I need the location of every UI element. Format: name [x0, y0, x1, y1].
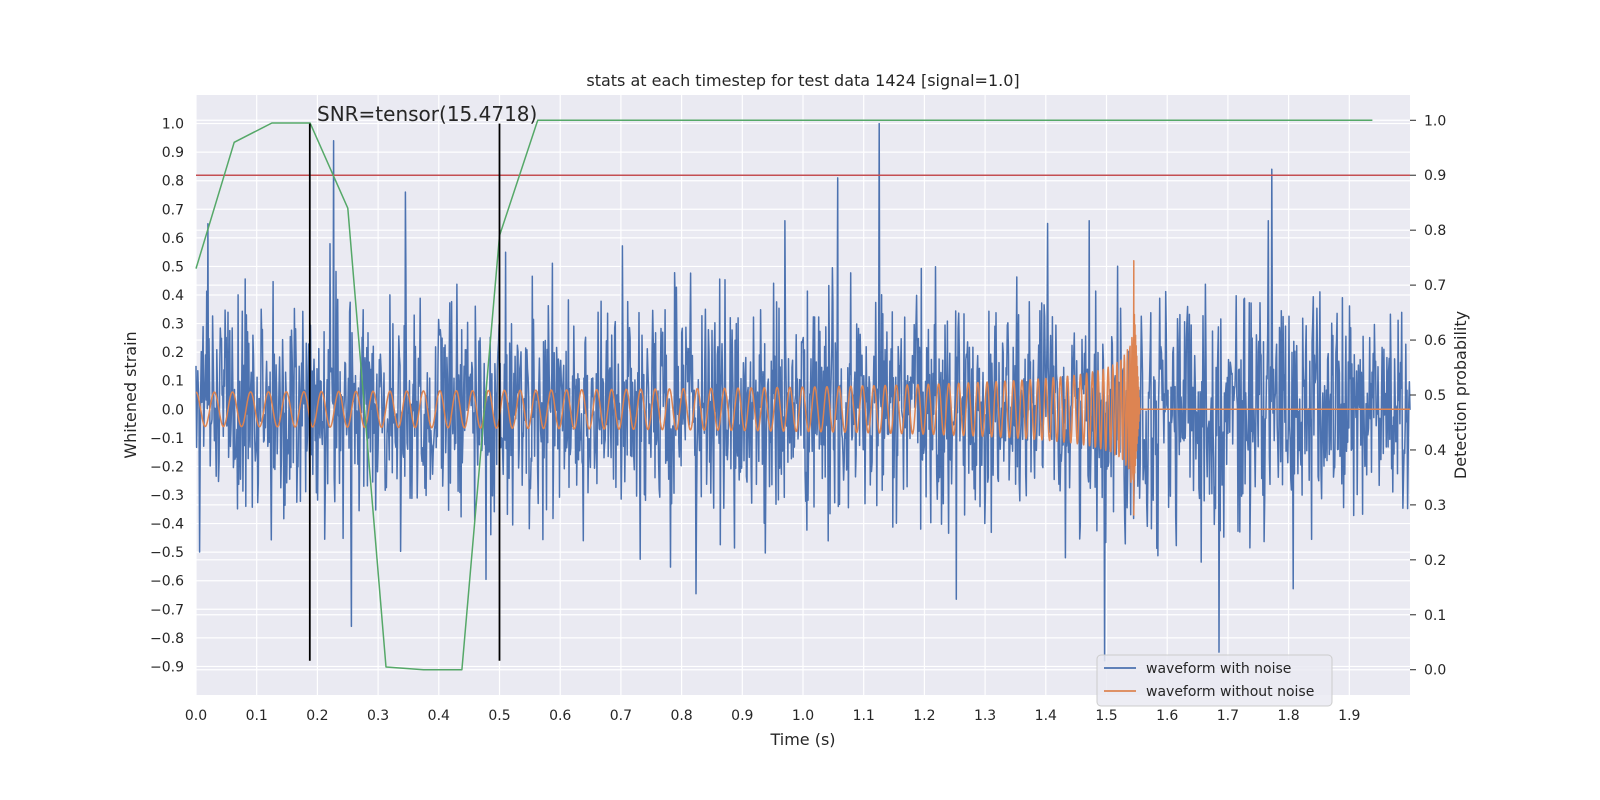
y-right-tick-label: 0.2 — [1424, 553, 1446, 569]
y-left-tick-label: 0.6 — [162, 231, 184, 247]
chart-title: stats at each timestep for test data 142… — [586, 71, 1019, 90]
x-tick-label: 1.5 — [1095, 708, 1117, 724]
y-left-tick-label: −0.1 — [150, 431, 184, 447]
x-tick-label: 1.4 — [1035, 708, 1057, 724]
x-tick-label: 0.4 — [428, 708, 450, 724]
y-left-tick-label: 0.5 — [162, 259, 184, 275]
y-right-tick-label: 0.6 — [1424, 333, 1446, 349]
y-left-axis-ticks: 1.0 0.9 0.8 0.7 0.6 0.5 0.4 0.3 0.2 0.1 0.0 −0.1 −0.… — [150, 117, 184, 676]
snr-annotation: SNR=tensor(15.4718) — [317, 102, 537, 126]
y-right-tick-label: 0.9 — [1424, 168, 1446, 184]
x-axis-label: Time (s) — [769, 730, 835, 749]
x-tick-label: 0.9 — [731, 708, 753, 724]
x-tick-label: 0.5 — [488, 708, 510, 724]
y-right-tick-label: 0.1 — [1424, 608, 1446, 624]
y-left-tick-label: 0.7 — [162, 202, 184, 218]
y-right-tick-label: 0.0 — [1424, 663, 1446, 679]
y-left-tick-label: −0.7 — [150, 602, 184, 618]
x-tick-label: 1.3 — [974, 708, 996, 724]
series-waveform-without-noise — [195, 259, 1411, 516]
y-left-tick-label: −0.9 — [150, 659, 184, 675]
y-right-tick-label: 0.7 — [1424, 278, 1446, 294]
y-left-tick-label: −0.5 — [150, 545, 184, 561]
x-tick-label: 0.7 — [610, 708, 632, 724]
y-left-tick-label: 0.3 — [162, 317, 184, 333]
x-tick-label: 0.3 — [367, 708, 389, 724]
y-left-tick-label: −0.8 — [150, 631, 184, 647]
y-right-tick-label: 0.3 — [1424, 498, 1446, 514]
y-right-axis-label: Detection probability — [1451, 311, 1470, 479]
y-left-tick-label: −0.6 — [150, 574, 184, 590]
y-left-tick-label: 0.2 — [162, 345, 184, 361]
y-left-tick-label: −0.2 — [150, 459, 184, 475]
grid-lines — [195, 95, 1410, 695]
x-tick-label: 0.6 — [549, 708, 571, 724]
legend: waveform with noise waveform without noi… — [1096, 654, 1333, 707]
y-left-axis-label: Whitened strain — [121, 331, 140, 458]
x-tick-label: 1.1 — [853, 708, 875, 724]
y-right-tick-label: 0.4 — [1424, 443, 1446, 459]
x-tick-label: 1.8 — [1277, 708, 1299, 724]
y-right-tick-label: 1.0 — [1424, 113, 1446, 129]
x-tick-label: 1.7 — [1217, 708, 1239, 724]
y-left-tick-label: 1.0 — [162, 117, 184, 133]
x-tick-label: 1.9 — [1338, 708, 1360, 724]
x-tick-label: 0.0 — [185, 708, 207, 724]
y-right-tick-label: 0.5 — [1424, 388, 1446, 404]
x-tick-label: 0.2 — [306, 708, 328, 724]
series-lines — [195, 119, 1411, 671]
y-left-tick-label: −0.3 — [150, 488, 184, 504]
series-detection-probability — [195, 119, 1373, 671]
x-tick-label: 0.8 — [670, 708, 692, 724]
x-tick-label: 1.6 — [1156, 708, 1178, 724]
y-left-tick-label: 0.9 — [162, 145, 184, 161]
legend-label-with-noise: waveform with noise — [1146, 661, 1291, 677]
x-tick-label: 1.0 — [792, 708, 814, 724]
series-waveform-with-noise — [195, 122, 1411, 662]
y-left-tick-label: 0.1 — [162, 374, 184, 390]
y-left-tick-label: 0.4 — [162, 288, 184, 304]
x-tick-label: 0.1 — [246, 708, 268, 724]
y-right-tick-label: 0.8 — [1424, 223, 1446, 239]
y-left-tick-label: 0.8 — [162, 174, 184, 190]
legend-box — [1096, 654, 1333, 707]
x-tick-label: 1.2 — [913, 708, 935, 724]
y-left-tick-label: 0.0 — [162, 402, 184, 418]
y-right-axis-ticks: 1.0 0.9 0.8 0.7 0.6 0.5 0.4 0.3 0.2 0.1 0.0 — [1410, 113, 1446, 679]
plot-area — [195, 95, 1411, 695]
legend-label-without-noise: waveform without noise — [1146, 684, 1314, 700]
y-left-tick-label: −0.4 — [150, 517, 184, 533]
x-axis-ticks: 0.0 0.1 0.2 0.3 0.4 0.5 0.6 0.7 0.8 0.9 1.0 1.1 1.2 1… — [185, 708, 1361, 724]
